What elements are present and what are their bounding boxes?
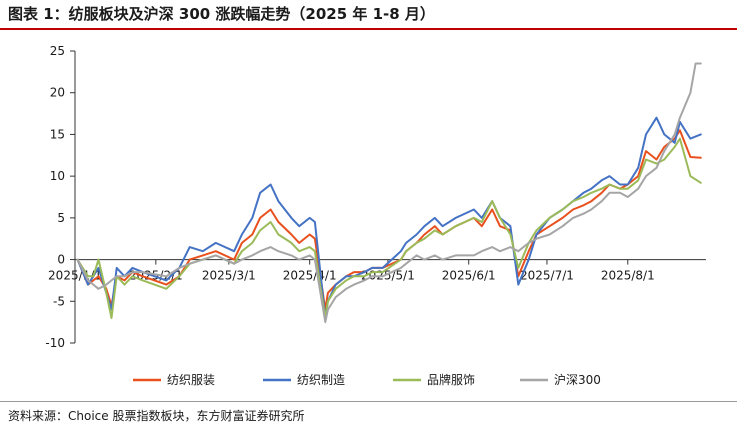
x-tick-label: 2025/8/1	[601, 269, 655, 283]
x-tick-label: 2025/6/1	[442, 269, 496, 283]
chart-lines	[76, 62, 702, 324]
y-tick-label: 15	[50, 127, 65, 141]
x-tick-label: 2025/7/1	[520, 269, 574, 283]
y-tick-label: 0	[57, 253, 65, 267]
series-line-2	[76, 116, 702, 319]
source-note: 资料来源：Choice 股票指数板块，东方财富证券研究所	[8, 409, 305, 423]
y-tick-label: 20	[50, 86, 65, 100]
title-rule	[0, 28, 737, 30]
series-line-4	[76, 62, 702, 324]
y-tick-label: 25	[50, 44, 65, 58]
series-line-1	[76, 129, 702, 311]
y-tick-label: -10	[45, 336, 65, 350]
legend-label-3: 品牌服饰	[427, 373, 475, 387]
x-tick-label: 2025/3/1	[202, 269, 256, 283]
legend-label-1: 纺织服装	[167, 373, 215, 387]
y-tick-label: 5	[57, 211, 65, 225]
y-tick-label: -5	[53, 294, 65, 308]
y-tick-label: 10	[50, 169, 65, 183]
legend-label-2: 纺织制造	[297, 373, 345, 387]
footer-rule	[0, 401, 737, 402]
chart-legend: 纺织服装 纺织制造 品牌服饰 沪深300	[133, 373, 601, 387]
legend-label-4: 沪深300	[554, 373, 601, 387]
x-tick-label: 2025/4/1	[283, 269, 337, 283]
chart-title: 图表 1：纺服板块及沪深 300 涨跌幅走势（2025 年 1-8 月）	[8, 5, 435, 23]
x-tick-label: 2025/1/1	[48, 269, 102, 283]
series-line-3	[76, 137, 702, 319]
